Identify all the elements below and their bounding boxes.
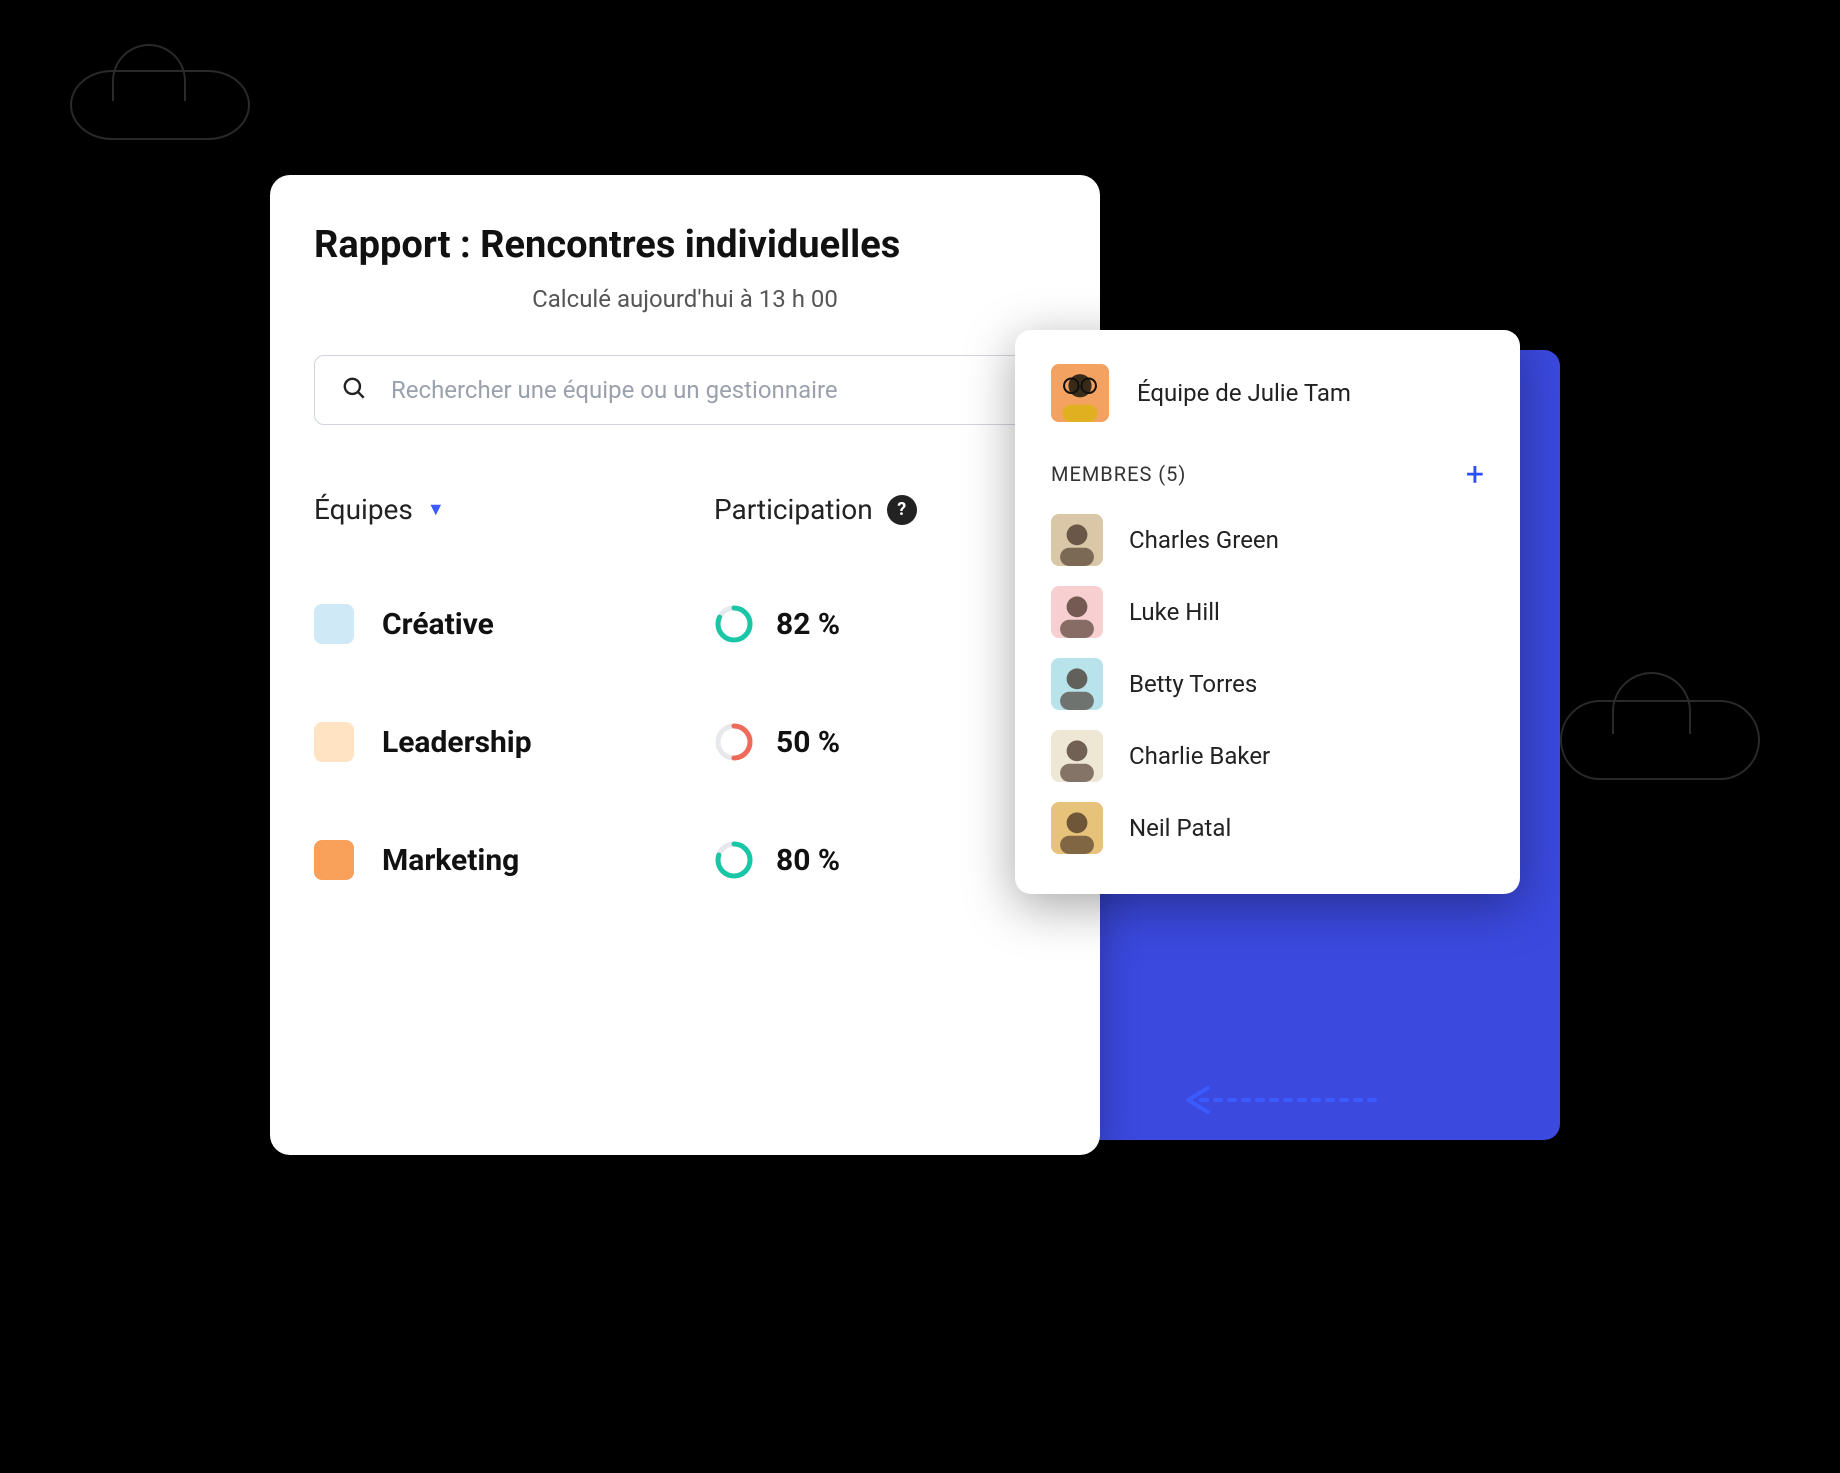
search-icon <box>341 375 367 405</box>
team-popover: Équipe de Julie Tam MEMBRES (5) + Charle… <box>1015 330 1520 894</box>
connector-arrow <box>1180 1085 1380 1115</box>
member-name: Luke Hill <box>1129 598 1220 626</box>
member-item[interactable]: Charlie Baker <box>1051 730 1484 782</box>
member-item[interactable]: Neil Patal <box>1051 802 1484 854</box>
search-placeholder: Rechercher une équipe ou un gestionnaire <box>391 376 838 404</box>
team-row[interactable]: Leadership 50 % <box>314 722 1056 762</box>
popover-title: Équipe de Julie Tam <box>1137 379 1351 407</box>
teams-column-header[interactable]: Équipes ▼ <box>314 493 714 526</box>
participation-donut <box>714 840 754 880</box>
member-avatar <box>1051 514 1103 566</box>
report-subtitle: Calculé aujourd'hui à 13 h 00 <box>314 285 1056 313</box>
members-header: MEMBRES (5) + <box>1051 458 1484 490</box>
member-avatar <box>1051 802 1103 854</box>
team-swatch <box>314 722 354 762</box>
member-item[interactable]: Charles Green <box>1051 514 1484 566</box>
cloud-decoration <box>1560 700 1760 780</box>
popover-header: Équipe de Julie Tam <box>1051 364 1484 422</box>
team-row[interactable]: Marketing 80 % <box>314 840 1056 880</box>
member-item[interactable]: Luke Hill <box>1051 586 1484 638</box>
team-swatch <box>314 840 354 880</box>
member-name: Betty Torres <box>1129 670 1257 698</box>
member-avatar <box>1051 586 1103 638</box>
participation-percent: 82 % <box>776 607 840 642</box>
team-row[interactable]: Créative 82 % <box>314 604 1056 644</box>
member-name: Neil Patal <box>1129 814 1231 842</box>
member-avatar <box>1051 730 1103 782</box>
participation-label: Participation <box>714 493 873 526</box>
report-title: Rapport : Rencontres individuelles <box>314 223 1056 267</box>
team-swatch <box>314 604 354 644</box>
report-card: Rapport : Rencontres individuelles Calcu… <box>270 175 1100 1155</box>
member-name: Charles Green <box>1129 526 1279 554</box>
owner-avatar <box>1051 364 1109 422</box>
teams-label: Équipes <box>314 493 413 526</box>
member-item[interactable]: Betty Torres <box>1051 658 1484 710</box>
participation-column-header: Participation ? <box>714 493 917 526</box>
members-label: MEMBRES (5) <box>1051 462 1186 486</box>
participation-percent: 50 % <box>776 725 840 760</box>
member-avatar <box>1051 658 1103 710</box>
caret-down-icon: ▼ <box>427 499 445 520</box>
team-name: Créative <box>382 607 494 642</box>
help-icon[interactable]: ? <box>887 495 917 525</box>
team-name: Marketing <box>382 843 519 878</box>
participation-percent: 80 % <box>776 843 840 878</box>
cloud-decoration <box>70 70 250 140</box>
add-member-button[interactable]: + <box>1466 458 1484 490</box>
team-name: Leadership <box>382 725 532 760</box>
participation-donut <box>714 604 754 644</box>
participation-donut <box>714 722 754 762</box>
column-headers: Équipes ▼ Participation ? <box>314 493 1056 526</box>
member-name: Charlie Baker <box>1129 742 1270 770</box>
search-input[interactable]: Rechercher une équipe ou un gestionnaire <box>314 355 1056 425</box>
